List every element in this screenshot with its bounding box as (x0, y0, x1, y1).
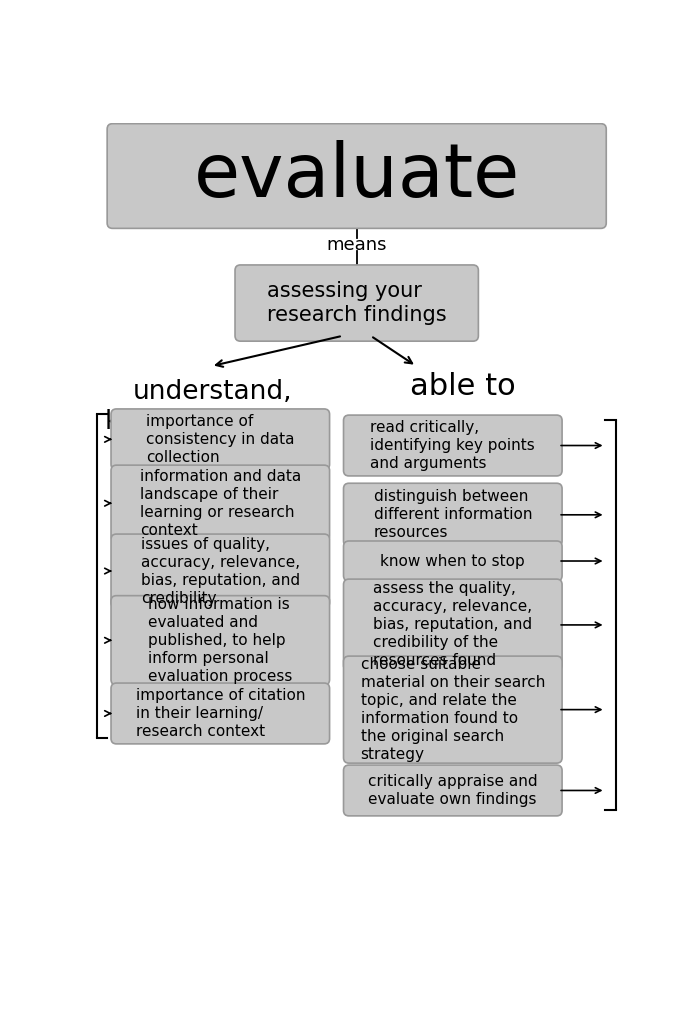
Text: critically appraise and
evaluate own findings: critically appraise and evaluate own fin… (368, 774, 537, 807)
FancyBboxPatch shape (344, 483, 562, 547)
FancyBboxPatch shape (344, 765, 562, 816)
FancyBboxPatch shape (111, 535, 330, 608)
Text: know when to stop: know when to stop (381, 554, 525, 568)
Text: distinguish between
different information
resources: distinguish between different informatio… (374, 489, 532, 541)
Text: read critically,
identifying key points
and arguments: read critically, identifying key points … (370, 420, 535, 471)
FancyBboxPatch shape (111, 465, 330, 542)
FancyBboxPatch shape (344, 415, 562, 476)
Text: means: means (326, 236, 387, 254)
Text: choose suitable
material on their search
topic, and relate the
information found: choose suitable material on their search… (361, 657, 545, 762)
Text: evaluate: evaluate (193, 139, 520, 213)
FancyBboxPatch shape (111, 596, 330, 685)
FancyBboxPatch shape (344, 541, 562, 581)
FancyBboxPatch shape (344, 656, 562, 763)
Text: understand,
know, recognize: understand, know, recognize (105, 379, 320, 434)
Text: able to: able to (410, 373, 516, 401)
FancyBboxPatch shape (111, 683, 330, 743)
Text: assess the quality,
accuracy, relevance,
bias, reputation, and
credibility of th: assess the quality, accuracy, relevance,… (373, 582, 532, 669)
FancyBboxPatch shape (107, 124, 606, 228)
FancyBboxPatch shape (111, 409, 330, 470)
FancyBboxPatch shape (344, 580, 562, 671)
Text: issues of quality,
accuracy, relevance,
bias, reputation, and
credibility: issues of quality, accuracy, relevance, … (141, 537, 300, 605)
Text: importance of citation
in their learning/
research context: importance of citation in their learning… (136, 688, 305, 739)
FancyBboxPatch shape (235, 265, 478, 341)
Text: how information is
evaluated and
published, to help
inform personal
evaluation p: how information is evaluated and publish… (148, 597, 292, 684)
Text: assessing your
research findings: assessing your research findings (267, 281, 447, 325)
Text: information and data
landscape of their
learning or research
context: information and data landscape of their … (140, 469, 301, 538)
Text: importance of
consistency in data
collection: importance of consistency in data collec… (146, 414, 294, 465)
